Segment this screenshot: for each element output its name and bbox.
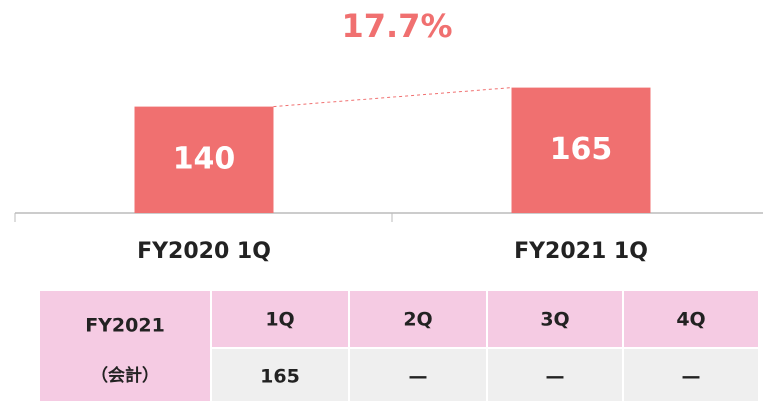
column-header: 2Q <box>403 309 432 331</box>
value-label: 140 <box>173 141 236 176</box>
x-tick-label: FY2020 1Q <box>137 239 271 264</box>
data-cell <box>212 349 348 401</box>
header-cell <box>212 291 348 347</box>
row-header: （会計） <box>91 365 159 386</box>
data-cell <box>624 349 758 401</box>
value-label: 165 <box>550 132 613 167</box>
header-cell <box>488 291 622 347</box>
data-cell <box>350 349 486 401</box>
cell-value: — <box>409 366 428 388</box>
row-header: FY2021 <box>85 315 165 337</box>
column-header: 3Q <box>540 309 569 331</box>
bar <box>134 106 274 213</box>
x-tick-label: FY2021 1Q <box>514 239 648 264</box>
growth-annotation: 17.7% <box>341 7 452 45</box>
header-cell <box>350 291 486 347</box>
cell-value: 165 <box>260 366 300 388</box>
row-header-cell <box>40 291 210 401</box>
column-header: 1Q <box>265 309 294 331</box>
bar <box>511 87 651 213</box>
column-header: 4Q <box>676 309 705 331</box>
cell-value: — <box>682 366 701 388</box>
header-cell <box>624 291 758 347</box>
growth-connector <box>273 87 512 108</box>
data-cell <box>488 349 622 401</box>
cell-value: — <box>546 366 565 388</box>
